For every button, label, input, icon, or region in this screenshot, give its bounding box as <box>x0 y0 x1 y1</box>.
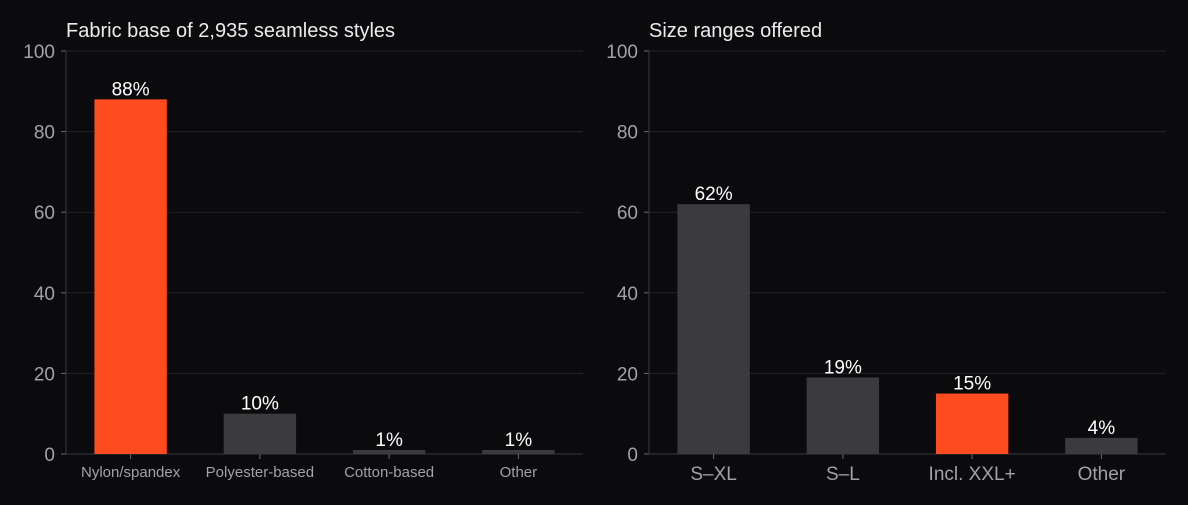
fabric-category-label: Cotton-based <box>344 464 434 481</box>
size-chart-title: Size ranges offered <box>649 20 822 42</box>
fabric-category-label: Other <box>500 464 538 481</box>
fabric-bar <box>352 449 426 454</box>
y-tick-label: 80 <box>617 123 638 144</box>
size-chart: Size ranges offered 0 20 40 60 80 100 62% S–XL 1… <box>606 20 1166 485</box>
y-tick-label: 100 <box>23 42 55 63</box>
y-tick-label: 0 <box>44 445 55 466</box>
y-tick-label: 60 <box>34 203 55 224</box>
size-bar <box>806 377 880 454</box>
size-bar <box>935 393 1009 454</box>
fabric-data-label: 10% <box>241 394 279 415</box>
y-tick-label: 20 <box>617 364 638 385</box>
y-tick-label: 40 <box>34 284 55 305</box>
size-data-label: 4% <box>1088 418 1116 439</box>
size-bar <box>677 204 750 454</box>
fabric-category-label: Polyester-based <box>206 464 314 481</box>
size-category-label: S–XL <box>690 464 736 485</box>
size-data-label: 19% <box>824 357 862 378</box>
y-tick-label: 40 <box>617 284 638 305</box>
y-tick-label: 20 <box>34 364 55 385</box>
size-data-label: 15% <box>953 374 991 395</box>
size-data-label: 62% <box>695 184 733 205</box>
fabric-data-label: 1% <box>505 430 533 451</box>
fabric-data-label: 1% <box>375 430 403 451</box>
size-bar <box>1065 437 1138 454</box>
size-category-label: Incl. XXL+ <box>929 464 1016 485</box>
y-tick-label: 80 <box>34 123 55 144</box>
fabric-bar <box>482 449 555 454</box>
y-tick-label: 60 <box>617 203 638 224</box>
fabric-data-label: 88% <box>112 79 150 100</box>
y-tick-label: 100 <box>606 42 638 63</box>
y-tick-label: 0 <box>627 445 638 466</box>
fabric-chart: Fabric base of 2,935 seamless styles 0 20… <box>23 20 583 481</box>
fabric-chart-title: Fabric base of 2,935 seamless styles <box>66 20 395 42</box>
fabric-bar <box>94 99 167 455</box>
fabric-bar <box>223 413 297 454</box>
fabric-category-label: Nylon/spandex <box>81 464 181 481</box>
size-category-label: Other <box>1078 464 1126 485</box>
size-category-label: S–L <box>826 464 860 485</box>
